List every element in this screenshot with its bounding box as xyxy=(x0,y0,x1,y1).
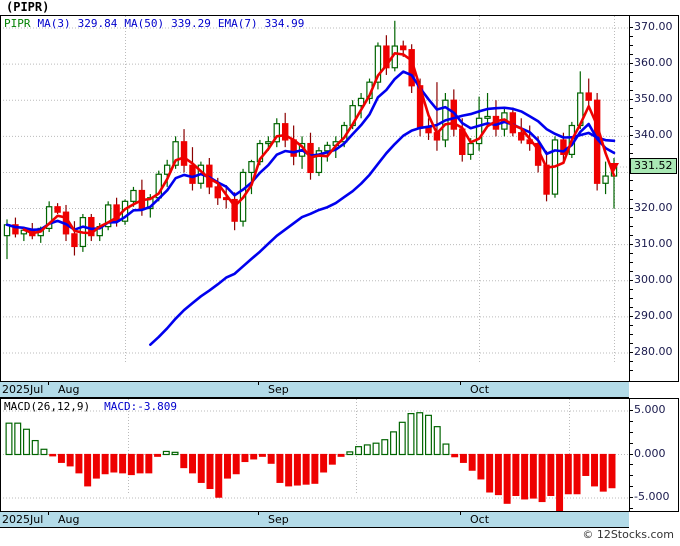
price-date-axis: 2025Jul Aug Sep Oct xyxy=(0,381,629,398)
price-axis-tick xyxy=(629,315,633,317)
price-axis-tick xyxy=(629,288,633,290)
price-axis-tick xyxy=(629,63,633,65)
price-axis-tick xyxy=(629,81,633,83)
price-axis-tick xyxy=(629,243,633,245)
date-axis-label: Oct xyxy=(470,383,490,396)
date-axis-label: Aug xyxy=(58,383,80,396)
price-axis-tick xyxy=(629,361,633,363)
macd-date-axis: 2025Jul Aug Sep Oct xyxy=(0,511,629,528)
macd-axis-tick xyxy=(629,420,633,422)
macd-legend: MACD(26,12,9) MACD:-3.809 xyxy=(4,401,177,413)
price-y-tick-label: 360.00 xyxy=(634,56,673,70)
price-axis-tick xyxy=(629,45,633,47)
price-y-tick-label: 300.00 xyxy=(634,272,673,286)
price-axis-tick xyxy=(629,216,633,218)
date-axis-label: Sep xyxy=(268,513,289,526)
macd-axis-tick xyxy=(629,486,633,488)
price-axis-tick xyxy=(629,207,633,209)
date-axis-tick xyxy=(460,382,461,385)
price-axis-tick xyxy=(629,108,633,110)
macd-axis-tick xyxy=(629,497,633,498)
price-y-tick-label: 280.00 xyxy=(634,345,673,358)
macd-axis-tick xyxy=(629,475,633,477)
date-axis-label: 2025Jul xyxy=(2,383,44,396)
legend-ma50-label: MA(50) xyxy=(124,17,165,30)
copyright-footer: © 12Stocks.com xyxy=(582,528,674,541)
macd-axis-tick xyxy=(629,431,633,433)
date-axis-label: Aug xyxy=(58,513,80,526)
macd-axis-tick xyxy=(629,464,633,466)
price-axis-tick xyxy=(629,126,633,128)
price-axis-tick xyxy=(629,234,633,236)
price-axis-tick xyxy=(629,279,633,281)
price-axis-tick xyxy=(629,144,633,146)
price-axis-tick xyxy=(629,117,633,119)
price-axis-tick xyxy=(629,180,633,182)
price-axis-tick xyxy=(629,225,633,227)
price-axis-tick xyxy=(629,54,633,56)
legend-ma50-value: 339.29 xyxy=(171,17,211,30)
price-y-tick-label: 340.00 xyxy=(634,128,673,142)
price-axis-tick xyxy=(629,270,633,272)
price-y-tick-label: 370.00 xyxy=(634,20,673,33)
price-axis-tick xyxy=(629,306,633,308)
price-axis-tick xyxy=(629,27,633,28)
price-axis-tick xyxy=(629,370,633,372)
date-axis-tick xyxy=(48,512,49,515)
macd-plot-area xyxy=(3,399,628,511)
price-axis-tick xyxy=(629,261,633,263)
date-axis-label: Sep xyxy=(268,383,289,396)
macd-chart-panel[interactable]: MACD(26,12,9) MACD:-3.809 xyxy=(0,398,679,512)
macd-axis-spine xyxy=(629,399,630,511)
price-axis-tick xyxy=(629,297,633,299)
legend-ma3-value: 329.84 xyxy=(77,17,118,30)
date-axis-label: Oct xyxy=(470,513,490,526)
price-axis-tick xyxy=(629,324,633,326)
macd-title: MACD(26,12,9) xyxy=(4,400,91,413)
price-axis-tick xyxy=(629,252,633,254)
price-y-tick-label: 290.00 xyxy=(634,308,673,322)
price-axis-tick xyxy=(629,90,633,92)
price-y-tick-label: 320.00 xyxy=(634,200,673,214)
macd-y-tick-label: 0.000 xyxy=(634,446,666,460)
last-price-tag: 331.52 xyxy=(630,157,677,174)
macd-y-tick-label: -5.000 xyxy=(634,490,670,503)
price-axis-tick xyxy=(629,72,633,74)
macd-axis-tick xyxy=(629,453,633,455)
price-y-tick-label: 310.00 xyxy=(634,236,673,250)
price-axis-tick xyxy=(629,333,633,335)
price-chart-panel[interactable]: PIPR MA(3) 329.84 MA(50) 339.29 EMA(7) 334.99 xyxy=(0,15,679,382)
price-axis-tick xyxy=(629,342,633,344)
price-axis-spine xyxy=(629,16,630,381)
price-axis-tick xyxy=(629,99,633,101)
price-axis-tick xyxy=(629,36,633,38)
legend-ma3-label: MA(3) xyxy=(37,17,71,30)
date-axis-tick xyxy=(48,382,49,385)
date-axis-tick xyxy=(258,382,259,385)
macd-axis-tick xyxy=(629,410,633,411)
price-axis-tick xyxy=(629,189,633,191)
page-title: (PIPR) xyxy=(6,0,50,14)
date-axis-tick xyxy=(258,512,259,515)
date-axis-label: 2025Jul xyxy=(2,513,44,526)
macd-y-tick-label: 5.000 xyxy=(634,403,666,416)
macd-axis-tick xyxy=(629,442,633,444)
price-axis-tick xyxy=(629,198,633,200)
macd-axis-tick xyxy=(629,507,633,509)
legend-ema7-label: EMA(7) xyxy=(217,17,258,30)
price-y-tick-label: 350.00 xyxy=(634,92,673,106)
legend-ema7-value: 334.99 xyxy=(264,17,305,30)
legend-symbol: PIPR xyxy=(4,17,31,30)
price-plot-area xyxy=(3,16,628,364)
price-axis-tick xyxy=(629,135,633,137)
price-axis-tick xyxy=(629,153,633,155)
price-axis-tick xyxy=(629,352,633,353)
macd-value: MACD:-3.809 xyxy=(104,400,177,413)
date-axis-tick xyxy=(460,512,461,515)
title-bar: (PIPR) xyxy=(0,0,680,15)
price-legend: PIPR MA(3) 329.84 MA(50) 339.29 EMA(7) 334.99 xyxy=(4,18,304,30)
